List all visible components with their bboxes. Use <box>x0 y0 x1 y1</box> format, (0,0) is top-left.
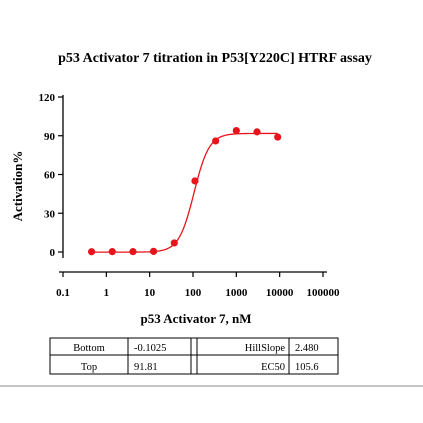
x-tick-label: 1 <box>104 287 110 299</box>
fit-line <box>91 132 278 253</box>
x-tick-label: 10000 <box>266 287 294 299</box>
table-cell: EC50 <box>261 362 285 373</box>
data-point <box>149 247 158 255</box>
y-tick-label: 60 <box>44 170 56 182</box>
chart-title: p53 Activator 7 titration in P53[Y220C] … <box>58 51 372 66</box>
table-cell-border <box>190 337 198 356</box>
x-tick-label: 0.1 <box>56 287 70 299</box>
x-axis-label: p53 Activator 7, nM <box>141 311 252 326</box>
data-point <box>212 137 220 145</box>
data-points <box>87 126 282 256</box>
data-point <box>129 248 137 256</box>
x-tick-label: 10 <box>144 287 156 299</box>
y-tick-label: 0 <box>50 247 56 259</box>
y-tick-label: 90 <box>44 131 56 143</box>
x-tick-label: 100000 <box>307 287 341 299</box>
table-cell: 91.81 <box>134 362 158 373</box>
data-point <box>232 126 240 135</box>
y-tick-label: 30 <box>44 208 56 220</box>
table-cell: -0.1025 <box>134 343 166 354</box>
data-point <box>253 128 261 136</box>
data-point <box>170 239 178 247</box>
fit-parameters-table: Bottom -0.1025 HillSlope 2.480 Top 91.81 EC50 1… <box>49 337 339 375</box>
data-point <box>274 133 282 141</box>
axes: 0 30 60 90 120 0.1 1 10 100 1000 10000 100000 <box>39 92 341 299</box>
data-point <box>108 248 116 256</box>
fit-curve <box>91 132 278 253</box>
data-point <box>87 248 96 256</box>
y-axis-label: Activation% <box>10 151 25 222</box>
data-point <box>191 177 199 185</box>
table-cell: Top <box>81 362 97 373</box>
table-cell-border <box>190 354 198 375</box>
x-tick-label: 100 <box>185 287 202 299</box>
table-cell: HillSlope <box>245 343 286 354</box>
y-tick-label: 120 <box>39 92 56 104</box>
table-cell-border <box>288 354 339 375</box>
x-tick-label: 1000 <box>225 287 248 299</box>
table-cell: 2.480 <box>295 343 319 354</box>
table-cell: Bottom <box>73 343 105 354</box>
table-cell: 105.6 <box>295 362 319 373</box>
